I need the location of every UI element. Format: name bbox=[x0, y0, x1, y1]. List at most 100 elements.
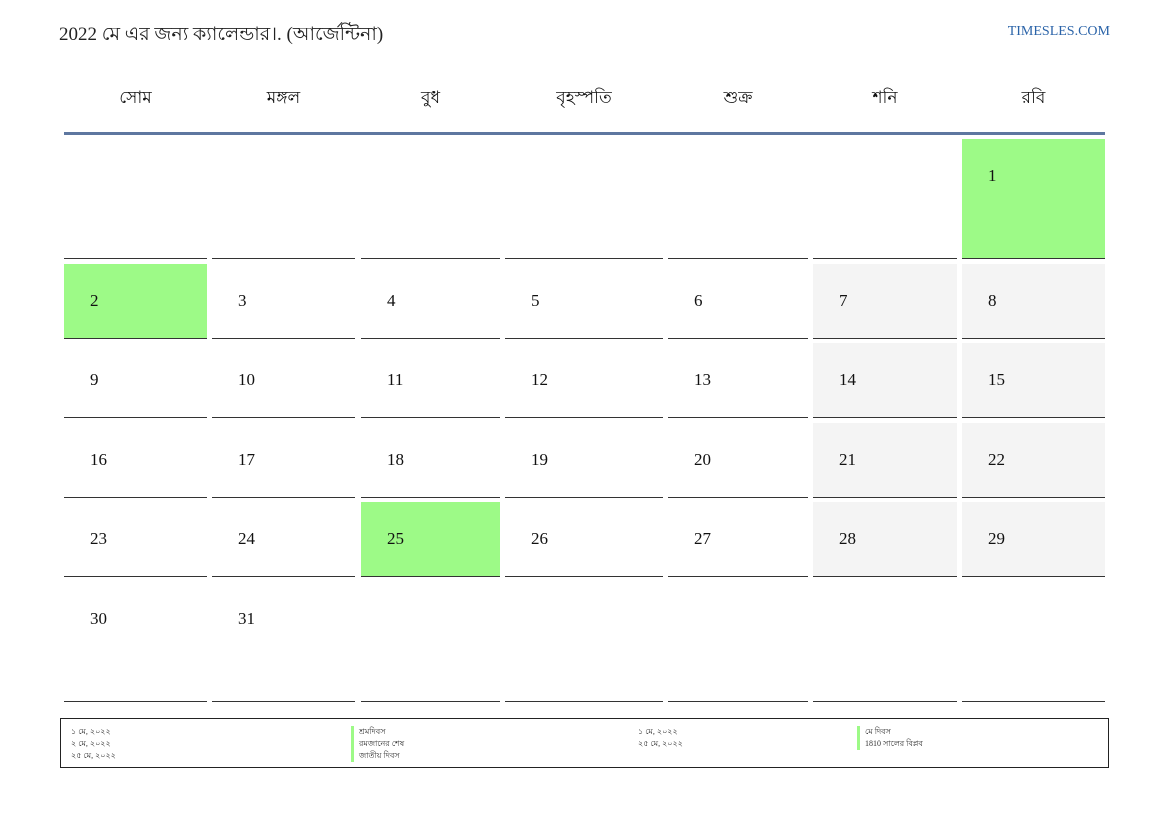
site-link[interactable]: TIMESLES.COM bbox=[1007, 24, 1110, 39]
day-cell-25[interactable]: 25 bbox=[361, 502, 500, 577]
day-cell-empty[interactable] bbox=[361, 139, 500, 259]
day-cell-28[interactable]: 28 bbox=[813, 502, 957, 577]
day-number: 16 bbox=[90, 450, 107, 469]
day-number: 30 bbox=[90, 609, 107, 628]
day-number: 3 bbox=[238, 291, 247, 310]
legend-date: ২৫ মে, ২০২২ bbox=[638, 739, 683, 748]
day-cell-3[interactable]: 3 bbox=[212, 264, 355, 339]
weekday-monday: সোম bbox=[119, 88, 152, 107]
day-number: 1 bbox=[988, 166, 997, 185]
day-cell-empty[interactable] bbox=[668, 582, 808, 702]
day-number: 10 bbox=[238, 370, 255, 389]
day-cell-18[interactable]: 18 bbox=[361, 423, 500, 498]
day-number: 21 bbox=[839, 450, 856, 469]
day-cell-14[interactable]: 14 bbox=[813, 343, 957, 418]
day-cell-10[interactable]: 10 bbox=[212, 343, 355, 418]
legend-date: ২ মে, ২০২২ bbox=[71, 739, 111, 748]
weekday-friday: শুক্র bbox=[723, 88, 753, 107]
calendar-title: 2022 মে এর জন্য ক্যালেন্ডার।. (আর্জেন্টি… bbox=[59, 24, 384, 45]
day-cell-22[interactable]: 22 bbox=[962, 423, 1105, 498]
weekday-tuesday: মঙ্গল bbox=[266, 88, 301, 107]
day-number: 6 bbox=[694, 291, 703, 310]
day-number: 9 bbox=[90, 370, 99, 389]
day-cell-empty[interactable] bbox=[668, 139, 808, 259]
day-number: 7 bbox=[839, 291, 848, 310]
day-cell-2[interactable]: 2 bbox=[64, 264, 207, 339]
legend-dates-2: ১ মে, ২০২২ ২৫ মে, ২০২২ bbox=[638, 726, 683, 750]
legend-names-2: মে দিবস 1810 সালের বিপ্লব bbox=[857, 726, 923, 750]
day-cell-15[interactable]: 15 bbox=[962, 343, 1105, 418]
day-cell-12[interactable]: 12 bbox=[505, 343, 663, 418]
day-cell-17[interactable]: 17 bbox=[212, 423, 355, 498]
legend-holiday-name: জাতীয় দিবস bbox=[351, 750, 404, 762]
weekday-header: সোম মঙ্গল বুধ বৃহস্পতি শুক্র শনি রবি bbox=[64, 70, 1105, 135]
legend-date: ১ মে, ২০২২ bbox=[638, 727, 678, 736]
day-number: 27 bbox=[694, 529, 711, 548]
day-cell-26[interactable]: 26 bbox=[505, 502, 663, 577]
day-cell-24[interactable]: 24 bbox=[212, 502, 355, 577]
day-cell-empty[interactable] bbox=[64, 139, 207, 259]
weekday-sunday: রবি bbox=[1021, 88, 1046, 107]
day-cell-30[interactable]: 30 bbox=[64, 582, 207, 702]
day-number: 8 bbox=[988, 291, 997, 310]
day-cell-empty[interactable] bbox=[962, 582, 1105, 702]
day-number: 29 bbox=[988, 529, 1005, 548]
day-number: 18 bbox=[387, 450, 404, 469]
day-cell-empty[interactable] bbox=[505, 139, 663, 259]
legend-dates-1: ১ মে, ২০২২ ২ মে, ২০২২ ২৫ মে, ২০২২ bbox=[71, 726, 116, 762]
legend-holiday-name: রমজানের শেষ bbox=[351, 738, 404, 750]
day-number: 2 bbox=[90, 291, 99, 310]
legend-names-1: শ্রমদিবস রমজানের শেষ জাতীয় দিবস bbox=[351, 726, 404, 762]
day-number: 23 bbox=[90, 529, 107, 548]
day-cell-9[interactable]: 9 bbox=[64, 343, 207, 418]
day-number: 28 bbox=[839, 529, 856, 548]
site-link-wrapper: TIMESLES.COM bbox=[1008, 24, 1110, 40]
day-number: 31 bbox=[238, 609, 255, 628]
day-cell-6[interactable]: 6 bbox=[668, 264, 808, 339]
legend-holiday-name: মে দিবস bbox=[857, 726, 923, 738]
day-cell-empty[interactable] bbox=[361, 582, 500, 702]
day-number: 25 bbox=[387, 529, 404, 548]
legend-holiday-name: শ্রমদিবস bbox=[351, 726, 404, 738]
day-cell-8[interactable]: 8 bbox=[962, 264, 1105, 339]
day-number: 4 bbox=[387, 291, 396, 310]
day-cell-11[interactable]: 11 bbox=[361, 343, 500, 418]
day-cell-1[interactable]: 1 bbox=[962, 139, 1105, 259]
day-cell-empty[interactable] bbox=[505, 582, 663, 702]
day-cell-empty[interactable] bbox=[813, 582, 957, 702]
day-cell-31[interactable]: 31 bbox=[212, 582, 355, 702]
day-cell-5[interactable]: 5 bbox=[505, 264, 663, 339]
day-number: 13 bbox=[694, 370, 711, 389]
day-number: 26 bbox=[531, 529, 548, 548]
holiday-legend: ১ মে, ২০২২ ২ মে, ২০২২ ২৫ মে, ২০২২ শ্রমদি… bbox=[60, 718, 1109, 768]
weekday-saturday: শনি bbox=[872, 88, 898, 107]
day-cell-4[interactable]: 4 bbox=[361, 264, 500, 339]
day-cell-7[interactable]: 7 bbox=[813, 264, 957, 339]
weekday-wednesday: বুধ bbox=[421, 88, 440, 107]
weekday-thursday: বৃহস্পতি bbox=[556, 88, 612, 107]
day-cell-16[interactable]: 16 bbox=[64, 423, 207, 498]
day-number: 22 bbox=[988, 450, 1005, 469]
day-number: 12 bbox=[531, 370, 548, 389]
day-cell-empty[interactable] bbox=[813, 139, 957, 259]
day-number: 19 bbox=[531, 450, 548, 469]
legend-date: ২৫ মে, ২০২২ bbox=[71, 751, 116, 760]
day-cell-27[interactable]: 27 bbox=[668, 502, 808, 577]
legend-date: ১ মে, ২০২২ bbox=[71, 727, 111, 736]
day-number: 14 bbox=[839, 370, 856, 389]
day-number: 17 bbox=[238, 450, 255, 469]
day-number: 24 bbox=[238, 529, 255, 548]
legend-holiday-name: 1810 সালের বিপ্লব bbox=[857, 738, 923, 750]
day-cell-29[interactable]: 29 bbox=[962, 502, 1105, 577]
day-cell-20[interactable]: 20 bbox=[668, 423, 808, 498]
day-cell-23[interactable]: 23 bbox=[64, 502, 207, 577]
day-cell-empty[interactable] bbox=[212, 139, 355, 259]
day-cell-21[interactable]: 21 bbox=[813, 423, 957, 498]
day-cell-19[interactable]: 19 bbox=[505, 423, 663, 498]
day-number: 11 bbox=[387, 370, 404, 389]
day-cell-13[interactable]: 13 bbox=[668, 343, 808, 418]
day-number: 20 bbox=[694, 450, 711, 469]
day-number: 15 bbox=[988, 370, 1005, 389]
day-number: 5 bbox=[531, 291, 540, 310]
